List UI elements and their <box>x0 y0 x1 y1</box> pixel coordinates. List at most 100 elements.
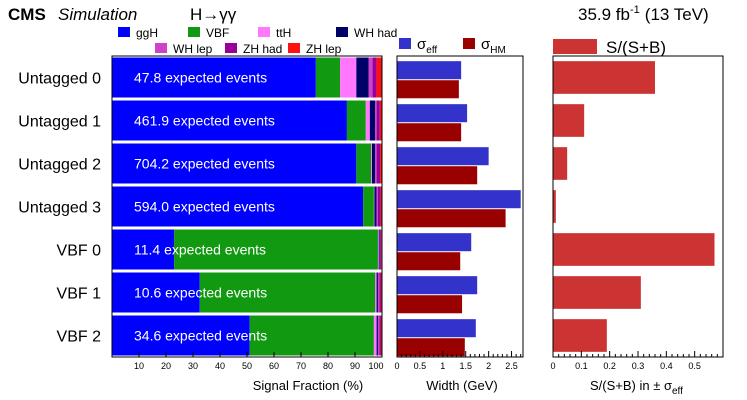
sb-tick-label: 0 <box>550 361 555 371</box>
width-axis-label: Width (GeV) <box>426 378 498 393</box>
bar-sigma-HM-untagged-3 <box>397 209 506 228</box>
bar-tth-untagged-3 <box>373 186 375 227</box>
bar-sb-untagged-0 <box>553 61 655 94</box>
width-tick-label: 1 <box>440 361 445 371</box>
bar-wh-lep-vbf-2 <box>377 315 380 356</box>
signal-fraction-tick-label: 40 <box>215 361 225 371</box>
signal-fraction-tick-label: 100 <box>368 361 383 371</box>
bar-zh-lep-untagged-3 <box>380 186 382 227</box>
bar-sb-vbf-0 <box>553 233 715 266</box>
legend-label-wh-lep: WH lep <box>173 42 213 56</box>
legend-label-sigma-eff: σeff <box>417 36 437 56</box>
bar-tth-vbf-2 <box>373 315 377 356</box>
expected-events-label: 11.4 expected events <box>134 242 266 258</box>
bar-sigma-HM-vbf-2 <box>397 338 465 357</box>
legend-label-vbf: VBF <box>206 26 229 40</box>
bar-sigma-eff-untagged-2 <box>397 147 489 166</box>
bar-wh-had-untagged-2 <box>372 143 376 184</box>
bar-wh-had-untagged-1 <box>369 100 376 141</box>
sb-tick-label: 0.3 <box>632 361 645 371</box>
bar-tth-untagged-2 <box>371 143 373 184</box>
bar-sigma-HM-untagged-0 <box>397 80 459 99</box>
simulation-label: Simulation <box>58 5 137 24</box>
bar-tth-vbf-1 <box>375 272 377 313</box>
bar-ggh-untagged-1 <box>112 100 347 141</box>
bar-vbf-untagged-2 <box>356 143 372 184</box>
expected-events-label: 47.8 expected events <box>134 70 267 86</box>
legend-swatch-tth <box>258 27 270 37</box>
sigma-subscript: eff <box>426 45 437 56</box>
energy-label: (13 TeV) <box>645 5 709 24</box>
category-label-vbf-2: VBF 2 <box>57 329 102 346</box>
signal-fraction-tick-label: 10 <box>134 361 144 371</box>
bar-vbf-vbf-0 <box>174 229 378 270</box>
category-labels: Untagged 0 Untagged 1 Untagged 2 Untagged 3… <box>18 71 101 346</box>
legend-swatch-vbf <box>188 27 200 37</box>
signal-fraction-tick-label: 20 <box>161 361 171 371</box>
sb-axis-label-main: S/(S+B) in ± σ <box>590 378 672 393</box>
legend-label-wh-had: WH had <box>354 26 397 40</box>
legend-label-sigma-HM: σHM <box>481 36 506 56</box>
signal-fraction-tick-label: 80 <box>323 361 333 371</box>
legend-swatch-wh-lep <box>155 43 167 53</box>
bar-wh-lep-vbf-1 <box>377 272 380 313</box>
sb-axis-label-sub: eff <box>672 386 683 397</box>
bar-wh-lep-untagged-0 <box>368 57 373 98</box>
bar-zh-had-vbf-0 <box>380 229 382 270</box>
category-label-untagged-3: Untagged 3 <box>18 200 101 217</box>
signal-fraction-panel: 47.8 expected events 461.9 expected event… <box>111 55 384 371</box>
bar-zh-had-vbf-1 <box>379 272 381 313</box>
sb-axis-label: S/(S+B) in ± σeff <box>590 378 683 397</box>
bar-vbf-vbf-1 <box>199 272 376 313</box>
width-panel: 0 0.5 1 1.5 2 2.5 <box>394 55 524 371</box>
sb-panel: 0 0.1 0.2 0.3 0.4 0.5 <box>550 55 724 371</box>
width-tick-label: 0 <box>394 361 399 371</box>
legend-swatch-ggh <box>118 27 130 37</box>
legend-swatch-sb <box>553 39 597 54</box>
expected-events-label: 704.2 expected events <box>134 156 275 172</box>
expected-events-label: 34.6 expected events <box>134 328 267 344</box>
width-tick-label: 2.5 <box>505 361 518 371</box>
signal-fraction-tick-label: 50 <box>242 361 252 371</box>
bar-wh-had-vbf-2 <box>376 315 378 356</box>
sigma-symbol: σ <box>481 36 491 53</box>
expected-events-label: 594.0 expected events <box>134 199 275 215</box>
bar-wh-lep-untagged-3 <box>376 186 378 227</box>
lumi-exponent: -1 <box>630 4 640 16</box>
bar-zh-had-untagged-1 <box>376 100 380 141</box>
bar-ggh-untagged-0 <box>112 57 316 98</box>
luminosity-label: 35.9 fb-1 (13 TeV) <box>578 4 709 24</box>
width-legend: σeff σHM <box>399 36 506 56</box>
bar-sigma-eff-untagged-1 <box>397 104 468 123</box>
bar-tth-vbf-0 <box>377 229 379 270</box>
bar-sigma-HM-untagged-1 <box>397 123 462 142</box>
bar-sigma-HM-untagged-2 <box>397 166 478 185</box>
sb-tick-label: 0.4 <box>660 361 673 371</box>
sb-legend: S/(S+B) <box>553 38 666 57</box>
signal-fraction-tick-label: 70 <box>296 361 306 371</box>
width-tick-label: 1.5 <box>459 361 472 371</box>
legend-label-tth: ttH <box>276 26 291 40</box>
width-tick-label: 0.5 <box>414 361 427 371</box>
bar-ggh-untagged-2 <box>112 143 357 184</box>
width-tick-label: 2 <box>486 361 491 371</box>
signal-fraction-tick-label: 90 <box>350 361 360 371</box>
bar-zh-had-untagged-0 <box>372 57 377 98</box>
bar-wh-lep-untagged-2 <box>375 143 377 184</box>
sigma-subscript: HM <box>490 45 506 56</box>
bar-sigma-HM-vbf-0 <box>397 252 461 271</box>
category-label-untagged-0: Untagged 0 <box>18 71 101 88</box>
bar-ggh-vbf-1 <box>112 272 200 313</box>
category-label-untagged-2: Untagged 2 <box>18 157 101 174</box>
legend-label-zh-lep: ZH lep <box>306 42 342 56</box>
legend-swatch-zh-had <box>225 43 237 53</box>
bar-zh-had-vbf-2 <box>379 315 381 356</box>
bar-wh-had-untagged-3 <box>374 186 377 227</box>
bar-sigma-eff-untagged-3 <box>397 190 521 209</box>
bar-wh-lep-vbf-0 <box>379 229 381 270</box>
bar-zh-lep-untagged-0 <box>376 57 382 98</box>
bar-vbf-untagged-3 <box>363 186 374 227</box>
legend-swatch-sigma-HM <box>463 38 475 49</box>
bar-tth-untagged-1 <box>365 100 370 141</box>
